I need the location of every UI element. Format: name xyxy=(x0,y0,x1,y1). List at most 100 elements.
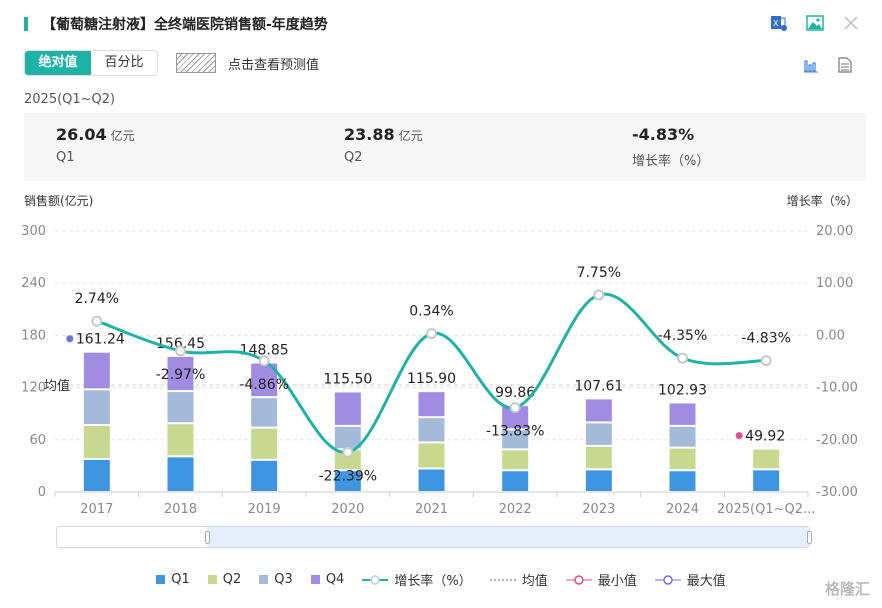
x-tick-label: 2018 xyxy=(164,502,197,517)
data-zoom-selection[interactable] xyxy=(207,527,809,547)
y2-tick-label: -10.00 xyxy=(816,381,858,396)
bar-segment-q3 xyxy=(334,426,361,449)
svg-text:X: X xyxy=(773,19,779,28)
y-tick-label: 60 xyxy=(29,433,46,448)
y2-tick-label: 0.00 xyxy=(816,328,845,343)
excel-export-icon[interactable]: X xyxy=(768,12,790,34)
bar-segment-q4 xyxy=(585,399,612,422)
legend-label: 增长率（%） xyxy=(394,574,472,589)
bar-segment-q2 xyxy=(334,450,361,470)
legend-q1[interactable]: Q1 xyxy=(156,570,190,589)
bar-segment-q4 xyxy=(669,403,696,425)
x-tick-label: 2024 xyxy=(666,502,699,517)
growth-point xyxy=(426,328,437,340)
y-tick-label: 300 xyxy=(21,224,46,239)
legend-q3[interactable]: Q3 xyxy=(259,570,293,589)
view-switcher xyxy=(800,54,856,76)
growth-label: 0.34% xyxy=(409,304,453,320)
sales-chart: 0 60 120 180 240 300 -30.00 -20.00 -10.00 0.00 10.… xyxy=(21,224,858,517)
legend-q4[interactable]: Q4 xyxy=(310,570,345,589)
y-tick-label: 0 xyxy=(38,485,46,500)
legend-label: Q4 xyxy=(325,572,345,587)
legend-label: Q1 xyxy=(171,572,190,587)
summary-label: Q2 xyxy=(344,150,363,165)
bar-segment-q2 xyxy=(251,428,278,459)
image-export-icon[interactable] xyxy=(804,12,826,34)
x-tick-label: 2025(Q1~Q2... xyxy=(717,502,815,517)
min-marker-icon xyxy=(565,574,592,585)
bar-segment-q4 xyxy=(83,352,110,389)
summary-q1: 26.04 亿元 Q1 xyxy=(56,125,135,165)
growth-point xyxy=(760,355,772,367)
legend-label: 均值 xyxy=(521,574,548,589)
data-zoom-slider[interactable] xyxy=(56,526,812,548)
bar-segment-q4 xyxy=(334,392,361,425)
growth-point xyxy=(258,355,270,367)
title-bar: 【葡萄糖注射液】全终端医院销售额-年度趋势 xyxy=(24,14,328,34)
summary-value: -4.83% xyxy=(632,125,695,144)
bar-segment-q2 xyxy=(669,448,696,470)
x-tick-label: 2022 xyxy=(499,502,532,517)
summary-value: 23.88 xyxy=(344,125,395,144)
bar-chart-icon[interactable] xyxy=(800,54,822,76)
bar-segment-q3 xyxy=(502,430,529,449)
legend-min[interactable]: 最小值 xyxy=(565,570,637,589)
legend-swatch xyxy=(207,575,217,584)
growth-point xyxy=(342,446,354,458)
bar-segment-q1 xyxy=(753,470,780,491)
bar-segment-q2 xyxy=(167,424,194,456)
value-mode-toggle: 绝对值 百分比 xyxy=(24,50,158,76)
absolute-value-tab[interactable]: 绝对值 xyxy=(25,51,91,75)
growth-label: -2.97% xyxy=(156,367,206,383)
line-marker-icon xyxy=(362,574,389,585)
max-marker-icon xyxy=(654,574,681,585)
bar-segment-q3 xyxy=(251,398,278,427)
percentage-tab[interactable]: 百分比 xyxy=(91,51,157,75)
y2-tick-label: -20.00 xyxy=(816,433,858,448)
y-axis-title: 销售额(亿元) xyxy=(24,194,94,208)
dotted-line-icon xyxy=(489,578,516,581)
data-zoom-handle-right[interactable] xyxy=(807,531,812,544)
document-icon[interactable] xyxy=(834,54,856,76)
bar-segment-q4 xyxy=(418,392,445,417)
legend-average[interactable]: 均值 xyxy=(489,570,548,589)
growth-label: -4.35% xyxy=(658,328,708,344)
bar-segment-q3 xyxy=(167,392,194,423)
legend-label: Q3 xyxy=(274,572,293,587)
close-icon[interactable] xyxy=(840,12,862,34)
total-label: 107.61 xyxy=(574,378,623,394)
y2-tick-label: -30.00 xyxy=(816,485,858,500)
data-zoom-handle-left[interactable] xyxy=(205,531,210,544)
max-marker xyxy=(66,335,74,343)
x-tick-label: 2017 xyxy=(80,502,113,517)
hatch-pattern-icon xyxy=(176,53,216,73)
growth-label: -4.86% xyxy=(239,377,289,393)
total-label: 49.92 xyxy=(745,429,785,445)
bar-segment-q2 xyxy=(753,449,780,469)
bar-segment-q2 xyxy=(83,426,110,458)
bar-segment-q3 xyxy=(83,390,110,425)
legend-max[interactable]: 最大值 xyxy=(654,570,726,589)
growth-label: -4.83% xyxy=(741,331,791,347)
legend-q2[interactable]: Q2 xyxy=(207,570,242,589)
bar-segment-q1 xyxy=(418,469,445,491)
total-label: 161.24 xyxy=(76,332,125,348)
bar-segment-q2 xyxy=(502,450,529,470)
bar-segment-q3 xyxy=(418,418,445,442)
legend-label: Q2 xyxy=(222,572,242,587)
chart-title: 【葡萄糖注射液】全终端医院销售额-年度趋势 xyxy=(42,17,328,33)
summary-unit: 亿元 xyxy=(110,129,135,143)
bar-segment-q3 xyxy=(669,426,696,447)
chart-legend: Q1 Q2 Q3 Q4 增长率（%） 均值 最小值 最大值 xyxy=(0,570,882,589)
legend-growth[interactable]: 增长率（%） xyxy=(362,570,472,589)
total-label: 115.50 xyxy=(323,372,372,388)
y-tick-label: 180 xyxy=(21,328,46,343)
growth-label: 2.74% xyxy=(75,291,119,307)
y-tick-label: 240 xyxy=(21,276,46,291)
growth-label: -13.83% xyxy=(486,424,544,440)
watermark-logo: 格隆汇 xyxy=(824,580,870,598)
bar-segment-q1 xyxy=(669,471,696,491)
legend-swatch xyxy=(259,575,269,584)
total-label: 102.93 xyxy=(658,382,707,398)
forecast-toggle[interactable]: 点击查看预测值 xyxy=(176,53,319,73)
